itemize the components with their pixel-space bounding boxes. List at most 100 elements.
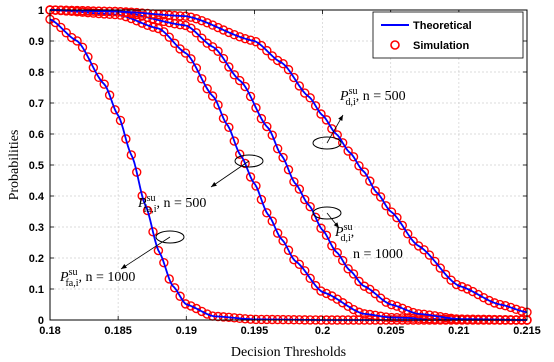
simulation-marker bbox=[468, 286, 478, 297]
simulation-marker bbox=[397, 303, 408, 313]
annotation-3: Psu fa,i, n = 1000 bbox=[59, 230, 185, 289]
simulation-marker bbox=[251, 181, 261, 191]
simulation-marker bbox=[115, 115, 126, 126]
simulation-marker bbox=[83, 52, 93, 62]
simulation-marker bbox=[197, 74, 207, 84]
simulation-marker bbox=[197, 306, 207, 317]
simulation-marker bbox=[256, 113, 267, 124]
simulation-marker bbox=[343, 264, 353, 274]
simulation-marker bbox=[61, 28, 71, 38]
simulation-marker bbox=[327, 124, 337, 134]
simulation-marker bbox=[354, 276, 364, 287]
simulation-marker bbox=[245, 172, 256, 182]
simulation-marker bbox=[224, 122, 234, 133]
simulation-marker bbox=[451, 279, 462, 290]
simulation-marker bbox=[478, 292, 489, 303]
simulation-marker bbox=[186, 54, 196, 64]
simulation-marker bbox=[278, 236, 288, 246]
simulation-marker bbox=[272, 228, 283, 238]
annotation-ellipse bbox=[155, 230, 185, 244]
simulation-marker bbox=[137, 18, 147, 28]
simulation-marker bbox=[338, 255, 348, 266]
simulation-marker bbox=[348, 269, 359, 279]
annotation-label-line2: n = 1000 bbox=[353, 247, 403, 262]
annotation-arrowhead bbox=[211, 181, 217, 187]
simulation-marker bbox=[224, 27, 234, 38]
simulation-marker bbox=[56, 22, 66, 33]
simulation-marker bbox=[207, 20, 218, 30]
simulation-marker bbox=[300, 88, 310, 98]
simulation-marker bbox=[159, 27, 169, 37]
simulation-marker bbox=[294, 81, 305, 91]
simulation-marker bbox=[462, 284, 473, 294]
simulation-marker bbox=[164, 32, 174, 42]
annotation-ellipse bbox=[312, 136, 342, 150]
simulation-marker bbox=[305, 273, 315, 284]
simulation-marker bbox=[180, 299, 191, 309]
simulation-marker bbox=[381, 297, 391, 307]
simulation-marker bbox=[240, 158, 250, 169]
simulation-marker bbox=[218, 53, 229, 64]
simulation-marker bbox=[256, 40, 267, 51]
simulation-marker bbox=[202, 18, 212, 28]
simulation-marker bbox=[310, 212, 321, 223]
simulation-marker bbox=[370, 288, 380, 299]
annotation-arrowhead bbox=[338, 115, 343, 121]
x-tick-label: 0.2 bbox=[315, 325, 330, 337]
simulation-marker bbox=[235, 149, 245, 159]
simulation-marker bbox=[305, 93, 315, 103]
x-tick-label: 0.195 bbox=[241, 325, 269, 337]
simulation-marker bbox=[202, 309, 212, 319]
legend-label-theoretical: Theoretical bbox=[413, 20, 472, 32]
simulation-marker bbox=[197, 33, 207, 43]
simulation-marker bbox=[403, 305, 413, 316]
simulation-marker bbox=[202, 84, 212, 94]
annotation-2: Psu d,i, n = 1000 bbox=[312, 206, 403, 262]
simulation-marker bbox=[386, 299, 397, 310]
simulation-marker bbox=[386, 207, 397, 217]
annotation-1: Psu fa,i, n = 500 bbox=[137, 154, 264, 215]
annotation-ellipse bbox=[312, 206, 342, 220]
y-tick-label: 0.1 bbox=[29, 284, 44, 296]
simulation-marker bbox=[213, 46, 223, 56]
simulation-marker bbox=[191, 28, 202, 38]
simulation-marker bbox=[224, 62, 234, 72]
simulation-marker bbox=[229, 136, 240, 146]
annotation-0: Psu d,i, n = 500 bbox=[312, 86, 406, 150]
legend-box bbox=[372, 11, 524, 59]
simulation-marker bbox=[235, 75, 245, 86]
annotation-label: Psu fa,i, n = 500 bbox=[137, 193, 206, 215]
simulation-marker bbox=[88, 62, 99, 73]
simulation-marker bbox=[197, 15, 207, 26]
annotation-label: Psu d,i, bbox=[334, 222, 354, 244]
annotation-label: Psu d,i, n = 500 bbox=[339, 86, 406, 108]
simulation-marker bbox=[267, 216, 277, 226]
simulation-marker bbox=[359, 167, 370, 177]
y-tick-label: 0.6 bbox=[29, 129, 44, 141]
annotation-arrowhead bbox=[333, 222, 339, 228]
y-tick-label: 0 bbox=[38, 315, 44, 327]
simulation-marker bbox=[289, 177, 299, 187]
y-tick-label: 0.9 bbox=[29, 36, 44, 48]
simulation-marker bbox=[50, 17, 61, 28]
simulation-marker bbox=[516, 306, 527, 316]
x-tick-label: 0.18 bbox=[39, 325, 60, 337]
simulation-marker bbox=[262, 45, 272, 56]
simulation-marker bbox=[397, 220, 408, 231]
simulation-marker bbox=[392, 212, 402, 223]
simulation-marker bbox=[153, 15, 164, 25]
legend-label-simulation: Simulation bbox=[413, 40, 470, 52]
simulation-marker bbox=[435, 263, 445, 273]
simulation-marker bbox=[332, 248, 342, 258]
simulation-marker bbox=[164, 274, 174, 284]
simulation-marker bbox=[506, 302, 516, 313]
simulation-marker bbox=[321, 288, 332, 299]
simulation-marker bbox=[229, 30, 240, 40]
simulation-marker bbox=[191, 14, 202, 24]
simulation-marker bbox=[110, 105, 120, 115]
simulation-marker bbox=[159, 257, 169, 268]
simulation-marker bbox=[511, 304, 521, 315]
simulation-marker bbox=[343, 146, 353, 156]
simulation-marker bbox=[283, 245, 294, 255]
simulation-marker bbox=[424, 250, 435, 260]
